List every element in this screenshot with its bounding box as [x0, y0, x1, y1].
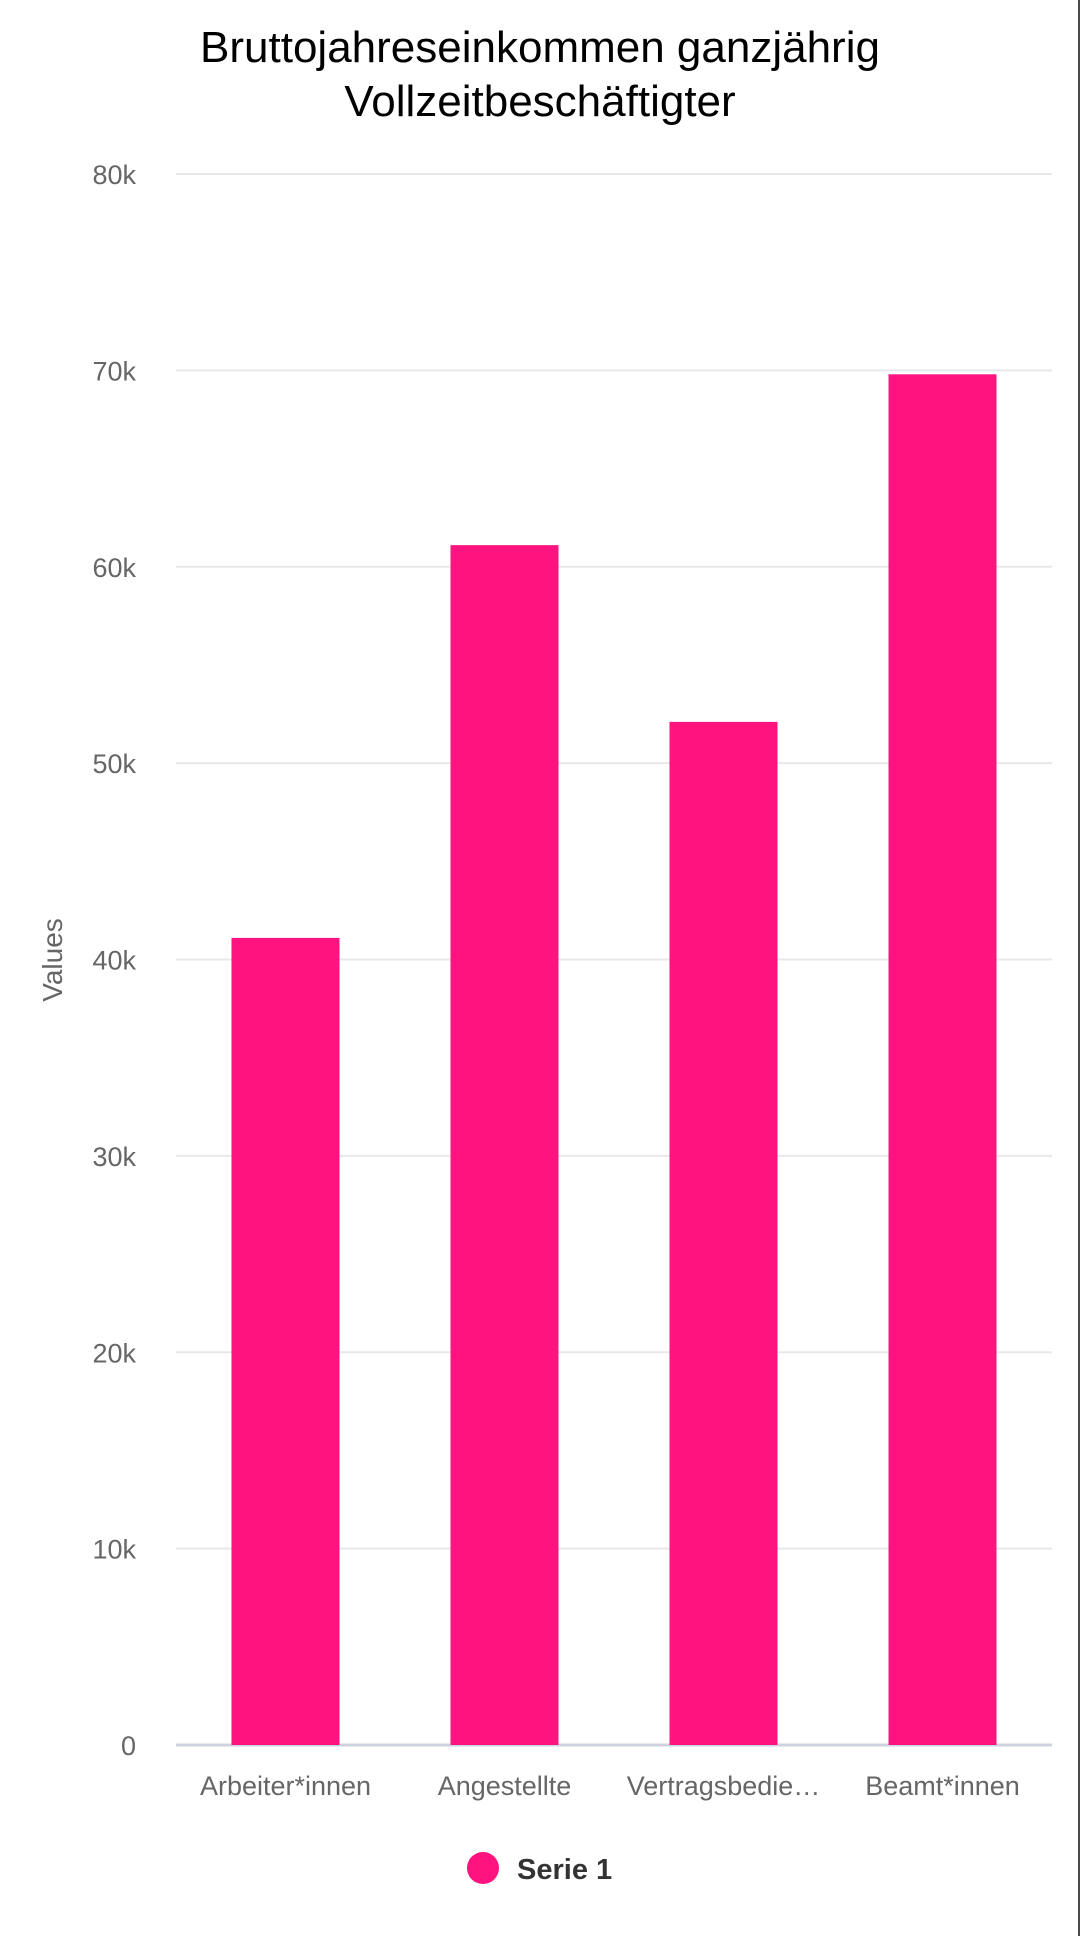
legend-label: Serie 1: [517, 1854, 612, 1886]
bars[interactable]: [231, 374, 997, 1746]
x-tick-label: Vertragsbedie…: [627, 1771, 821, 1801]
y-axis-label: Values: [37, 918, 68, 1002]
y-tick-label: 60k: [92, 553, 136, 583]
x-tick-labels: Arbeiter*innen Angestellte Vertragsbedie… B…: [200, 1771, 1020, 1801]
chart-title-line-1: Bruttojahreseinkommen ganzjährig: [200, 23, 880, 72]
x-tick-label: Arbeiter*innen: [200, 1771, 371, 1801]
bar[interactable]: [888, 374, 997, 1745]
bar[interactable]: [231, 937, 340, 1745]
right-border: [1078, 0, 1080, 1936]
y-tick-label: 80k: [92, 160, 136, 190]
legend-marker: [467, 1852, 499, 1884]
y-tick-label: 40k: [92, 946, 136, 976]
y-tick-label: 20k: [92, 1338, 136, 1368]
y-tick-label: 0: [121, 1731, 136, 1761]
chart-title-line-2: Vollzeitbeschäftigter: [344, 77, 735, 126]
y-tick-label: 70k: [92, 356, 136, 386]
y-tick-label: 30k: [92, 1142, 136, 1172]
bar[interactable]: [450, 545, 559, 1746]
x-tick-label: Angestellte: [438, 1771, 572, 1801]
x-tick-label: Beamt*innen: [865, 1771, 1020, 1801]
y-tick-label: 10k: [92, 1535, 136, 1565]
legend[interactable]: Serie 1: [467, 1852, 612, 1886]
y-tick-labels: 0 10k 20k 30k 40k 50k 60k 70k 80k: [92, 160, 136, 1761]
y-tick-label: 50k: [92, 749, 136, 779]
bar[interactable]: [669, 721, 778, 1745]
